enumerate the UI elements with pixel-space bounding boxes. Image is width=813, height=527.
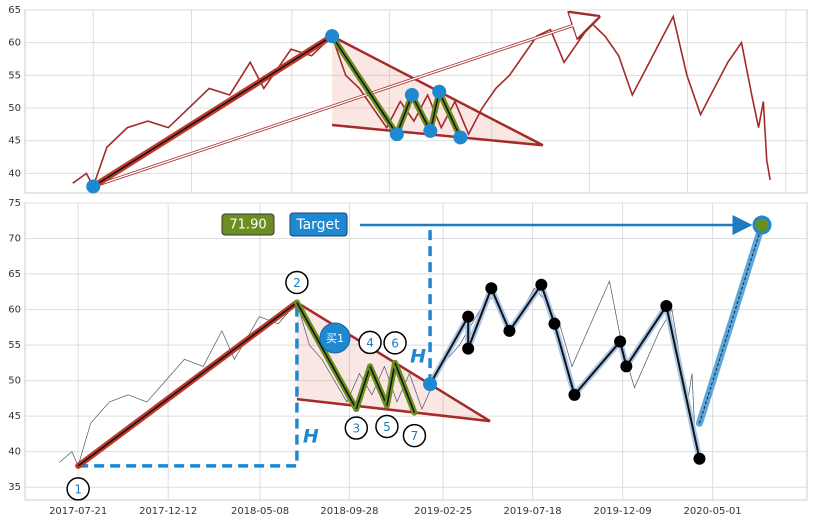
swing-point <box>660 300 673 313</box>
target-label: Target <box>295 217 340 233</box>
height-dash <box>78 302 299 468</box>
buy-point <box>423 377 438 392</box>
target-box <box>289 212 348 237</box>
y-tick-label: 55 <box>8 340 21 351</box>
projection-arrow-inner <box>93 16 598 188</box>
y-tick-label: 65 <box>8 5 21 16</box>
buy-badge <box>319 322 351 354</box>
point-badge <box>402 423 427 448</box>
point-badge <box>66 477 90 501</box>
pattern-point <box>325 29 340 44</box>
y-tick-label: 60 <box>8 38 21 49</box>
x-tick-label: 2018-09-28 <box>320 506 378 517</box>
y-tick-label: 50 <box>8 103 21 114</box>
h-label: H <box>410 346 426 368</box>
point-label: 5 <box>383 420 391 434</box>
point-badge <box>375 414 399 439</box>
y-tick-label: 75 <box>8 198 21 209</box>
pattern-point <box>86 179 101 194</box>
pattern-leg-core <box>355 366 371 410</box>
pattern-leg-core <box>369 366 388 406</box>
swing-point <box>462 310 475 323</box>
y-tick-label: 45 <box>8 136 21 147</box>
y-tick-label: 45 <box>8 411 21 422</box>
point-label: 6 <box>391 336 399 350</box>
swing-point <box>503 324 516 337</box>
pattern-point <box>453 130 468 145</box>
price-line <box>72 14 771 189</box>
swing-point <box>462 342 475 355</box>
x-tick-label: 2017-07-21 <box>49 506 107 517</box>
x-tick-label: 2019-02-25 <box>414 506 472 517</box>
y-tick-label: 65 <box>8 269 21 280</box>
x-tick-label: 2019-12-09 <box>594 506 652 517</box>
pattern-leg-core <box>296 302 357 410</box>
swing-point <box>548 317 561 330</box>
swing-point <box>614 335 627 348</box>
buy-label: 买1 <box>326 332 344 345</box>
y-tick-label: 35 <box>8 482 21 493</box>
pattern-point <box>432 84 447 99</box>
y-tick-label: 40 <box>8 447 21 458</box>
swing-point <box>620 360 633 373</box>
point-label: 3 <box>352 422 360 436</box>
pattern-point <box>404 87 419 102</box>
x-tick-label: 2017-12-12 <box>139 506 197 517</box>
x-tick-label: 2020-05-01 <box>684 506 742 517</box>
value-box <box>221 213 275 236</box>
target-value: 71.90 <box>229 218 266 233</box>
point-badge <box>344 416 369 440</box>
point-badge <box>383 331 407 355</box>
triangle-edge <box>331 123 544 147</box>
pattern-leg-core <box>92 35 333 188</box>
y-tick-label: 40 <box>8 168 21 179</box>
point-badge <box>358 330 382 355</box>
h-label: H <box>303 426 319 448</box>
pattern-leg-core <box>386 362 396 406</box>
swing-point <box>485 282 498 295</box>
pattern-point <box>389 127 404 142</box>
x-tick-label: 2019-07-18 <box>504 506 562 517</box>
point-label: 7 <box>411 429 419 443</box>
swing-point <box>568 388 581 401</box>
pattern-leg-core <box>331 35 398 135</box>
y-tick-label: 70 <box>8 234 21 245</box>
y-tick-label: 50 <box>8 376 21 387</box>
pattern-leg-core <box>438 91 462 138</box>
pattern-point <box>423 123 438 138</box>
point-label: 1 <box>74 482 82 496</box>
y-tick-label: 55 <box>8 70 21 81</box>
swing-point <box>693 452 706 465</box>
target-line <box>695 221 766 427</box>
triangle-edge <box>296 397 491 423</box>
pattern-leg-core <box>394 362 416 413</box>
point-label: 2 <box>293 276 301 290</box>
y-tick-label: 60 <box>8 305 21 316</box>
swing-point <box>535 278 548 291</box>
point-label: 4 <box>366 336 374 350</box>
pattern-leg-core <box>77 301 298 467</box>
target-point <box>752 215 772 235</box>
price-bars <box>59 279 699 467</box>
x-tick-label: 2018-05-08 <box>231 506 289 517</box>
point-badge <box>285 270 309 295</box>
